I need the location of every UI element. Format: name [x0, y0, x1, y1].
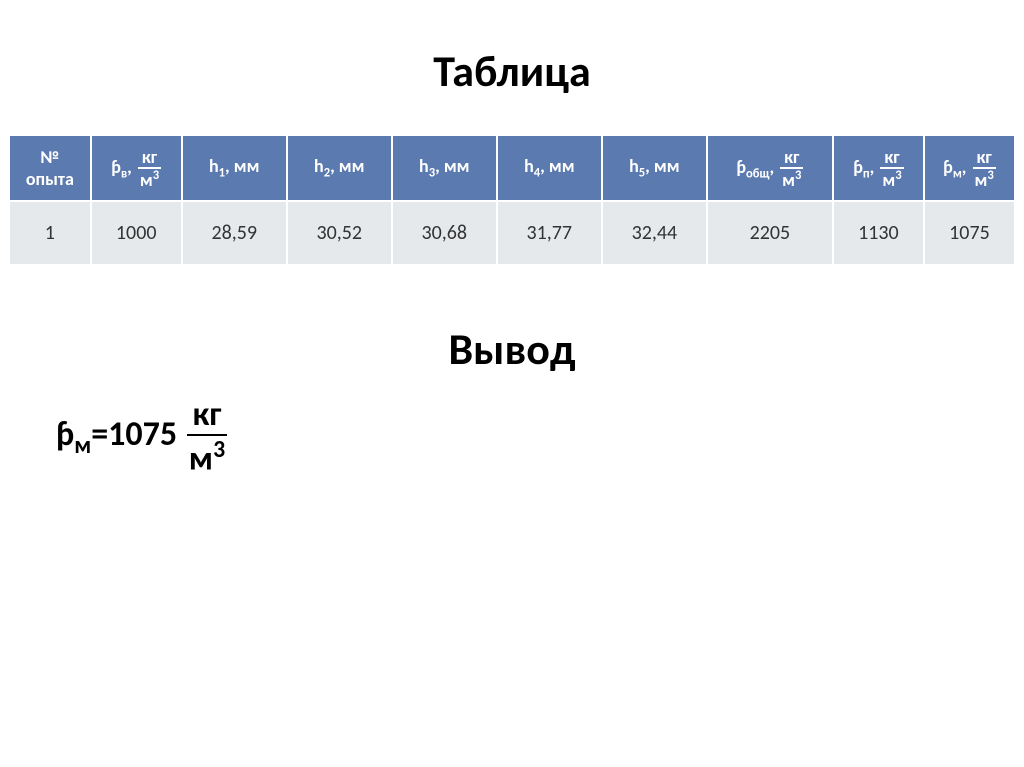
col-label-line2: опыта: [26, 168, 74, 190]
cell: 1000: [91, 201, 182, 265]
cell: 1075: [924, 201, 1015, 265]
conclusion-title: Вывод: [0, 322, 1024, 376]
formula-lhs: ƥм=1075: [56, 414, 185, 460]
unit-fraction: кг м3: [880, 148, 903, 189]
data-table: № опыта ƥв, кг м3 h1, мм h2, мм h3, мм h…: [8, 134, 1016, 266]
table-title: Таблица: [0, 0, 1024, 98]
cell: 2205: [707, 201, 833, 265]
cell: 1: [9, 201, 91, 265]
frac-num: кг: [140, 148, 159, 167]
rho-sub: п: [863, 166, 870, 181]
rho-sub: в: [121, 166, 127, 181]
cell: 31,77: [497, 201, 602, 265]
frac-den: м3: [138, 167, 161, 189]
result-formula: ƥм=1075 кг м3: [56, 398, 1024, 476]
col-h4: h4, мм: [497, 135, 602, 201]
col-h2: h2, мм: [287, 135, 392, 201]
header-row: № опыта ƥв, кг м3 h1, мм h2, мм h3, мм h…: [9, 135, 1015, 201]
cell: 30,52: [287, 201, 392, 265]
data-table-wrap: № опыта ƥв, кг м3 h1, мм h2, мм h3, мм h…: [8, 134, 1016, 266]
col-rho-total: ƥобщ, кг м3: [707, 135, 833, 201]
col-h1: h1, мм: [182, 135, 287, 201]
frac-den: м3: [187, 434, 227, 476]
unit-fraction: кг м3: [138, 148, 161, 189]
col-rho-m: ƥм, кг м3: [924, 135, 1015, 201]
table-row: 1 1000 28,59 30,52 30,68 31,77 32,44 220…: [9, 201, 1015, 265]
slide: Таблица № опыта ƥв, кг м3: [0, 0, 1024, 767]
col-rho-p: ƥп, кг м3: [833, 135, 924, 201]
col-experiment-no: № опыта: [9, 135, 91, 201]
frac-num: кг: [191, 398, 224, 434]
col-h5: h5, мм: [602, 135, 707, 201]
cell: 30,68: [392, 201, 497, 265]
cell: 28,59: [182, 201, 287, 265]
col-label-line1: №: [40, 146, 59, 168]
col-h3: h3, мм: [392, 135, 497, 201]
cell: 1130: [833, 201, 924, 265]
col-rho-v: ƥв, кг м3: [91, 135, 182, 201]
cell: 32,44: [602, 201, 707, 265]
rho-sub: м: [953, 166, 962, 181]
unit-fraction: кг м3: [780, 148, 803, 189]
unit-fraction: кг м3: [973, 148, 996, 189]
rho-sub: общ: [746, 166, 769, 181]
formula-unit-fraction: кг м3: [187, 398, 227, 476]
